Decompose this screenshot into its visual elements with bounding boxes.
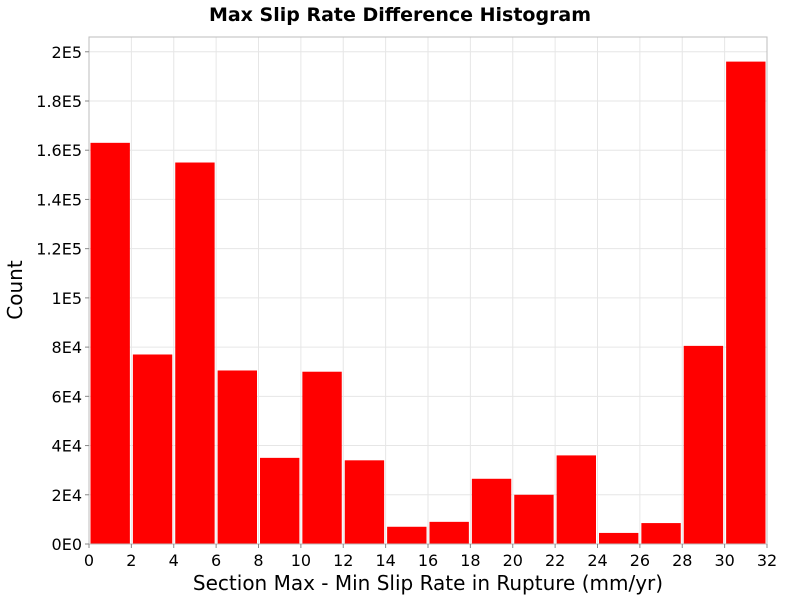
x-tick-label: 14 [375,551,395,570]
x-tick-label: 20 [503,551,523,570]
y-tick-label: 8E4 [52,338,82,357]
histogram-bar-2 [175,162,215,545]
y-tick-label: 1.6E5 [36,141,82,160]
x-tick-label: 6 [211,551,221,570]
x-tick-label: 18 [460,551,480,570]
x-axis-ticks: 0 2 4 6 8 10 12 14 16 18 20 22 24 26 28 30 32 [84,544,777,570]
histogram-bar-15 [726,61,766,545]
x-tick-label: 22 [545,551,565,570]
y-tick-label: 1E5 [52,289,82,308]
x-tick-label: 30 [714,551,734,570]
x-tick-label: 4 [169,551,179,570]
y-tick-label: 4E4 [52,437,82,456]
histogram-bar-6 [344,460,385,544]
x-tick-label: 12 [333,551,353,570]
histogram-bar-12 [599,532,639,544]
x-tick-label: 8 [253,551,263,570]
y-tick-label: 6E4 [52,387,82,406]
x-axis-label: Section Max - Min Slip Rate in Rupture (… [193,571,663,595]
histogram-bar-4 [260,457,300,544]
histogram-bar-8 [429,521,469,544]
histogram-bar-10 [514,494,554,544]
histogram-bar-9 [471,478,512,544]
histogram-bar-7 [387,526,427,544]
y-tick-label: 0E0 [52,535,82,554]
x-tick-label: 0 [84,551,94,570]
chart-title: Max Slip Rate Difference Histogram [209,4,591,26]
histogram-bar-14 [683,345,724,544]
histogram-bar-0 [90,142,130,545]
x-tick-label: 2 [126,551,136,570]
y-axis-label: Count [3,260,27,320]
histogram-bar-5 [302,371,342,544]
x-tick-label: 24 [587,551,607,570]
x-tick-label: 10 [291,551,311,570]
y-tick-label: 2E5 [52,43,82,62]
histogram-bar-1 [132,354,173,544]
x-tick-label: 32 [757,551,777,570]
y-tick-label: 1.8E5 [36,92,82,111]
x-tick-label: 26 [630,551,650,570]
bars [90,61,766,545]
histogram-bar-13 [641,523,681,544]
y-tick-label: 1.2E5 [36,240,82,259]
y-tick-label: 2E4 [52,486,82,505]
x-tick-label: 16 [418,551,438,570]
y-axis-ticks: 0E0 2E4 4E4 6E4 8E4 1E5 1.2E5 1.4E5 1.6E5 1.8E5 2E… [36,43,89,554]
y-tick-label: 1.4E5 [36,190,82,209]
histogram-bar-3 [217,370,257,544]
histogram-bar-11 [556,455,596,544]
x-tick-label: 28 [672,551,692,570]
